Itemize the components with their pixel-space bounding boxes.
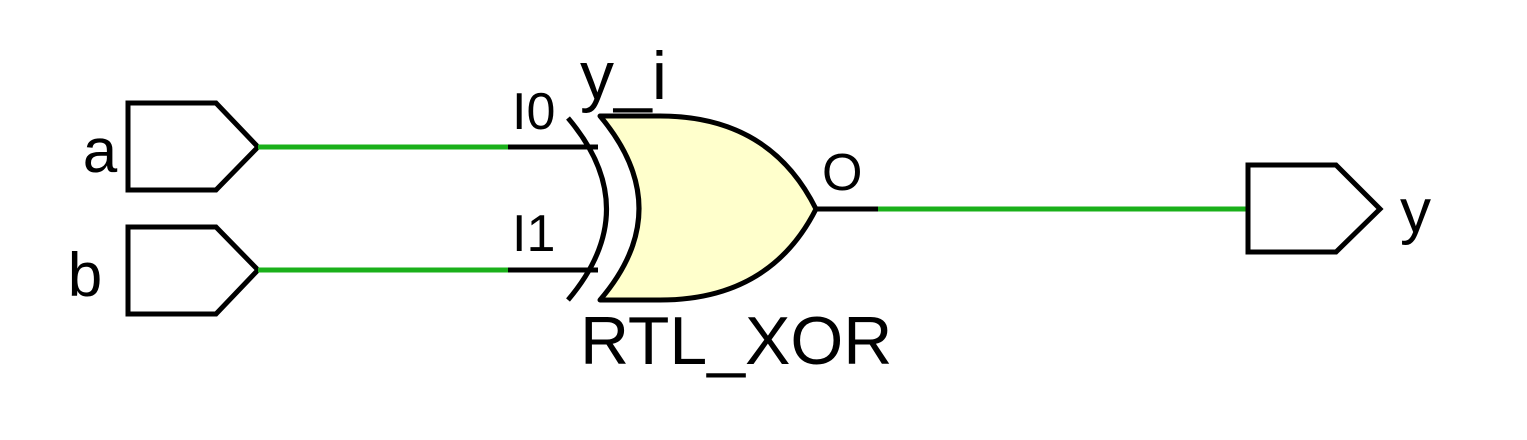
xor-input-arc: [566, 116, 609, 302]
output-port-y-label: y: [1400, 177, 1431, 246]
input-port-b-shape[interactable]: [125, 224, 262, 317]
input-port-a-shape[interactable]: [125, 100, 262, 193]
pin-i0-label: I0: [512, 83, 555, 141]
output-port-y-shape[interactable]: [1245, 162, 1384, 255]
input-port-a[interactable]: a: [83, 100, 262, 193]
xor-gate-body[interactable]: [597, 113, 819, 303]
input-port-a-label: a: [83, 117, 118, 186]
pin-o-label: O: [822, 144, 862, 202]
cell-type-label: RTL_XOR: [580, 303, 892, 379]
input-port-b[interactable]: b: [68, 224, 262, 317]
output-port-y[interactable]: y: [1245, 162, 1431, 255]
pin-i1-label: I1: [512, 205, 555, 263]
cell-instance-name: y_i: [580, 38, 667, 114]
input-port-b-label: b: [68, 241, 102, 310]
xor-gate-cell[interactable]: I0 I1 O y_i RTL_XOR: [508, 38, 892, 379]
